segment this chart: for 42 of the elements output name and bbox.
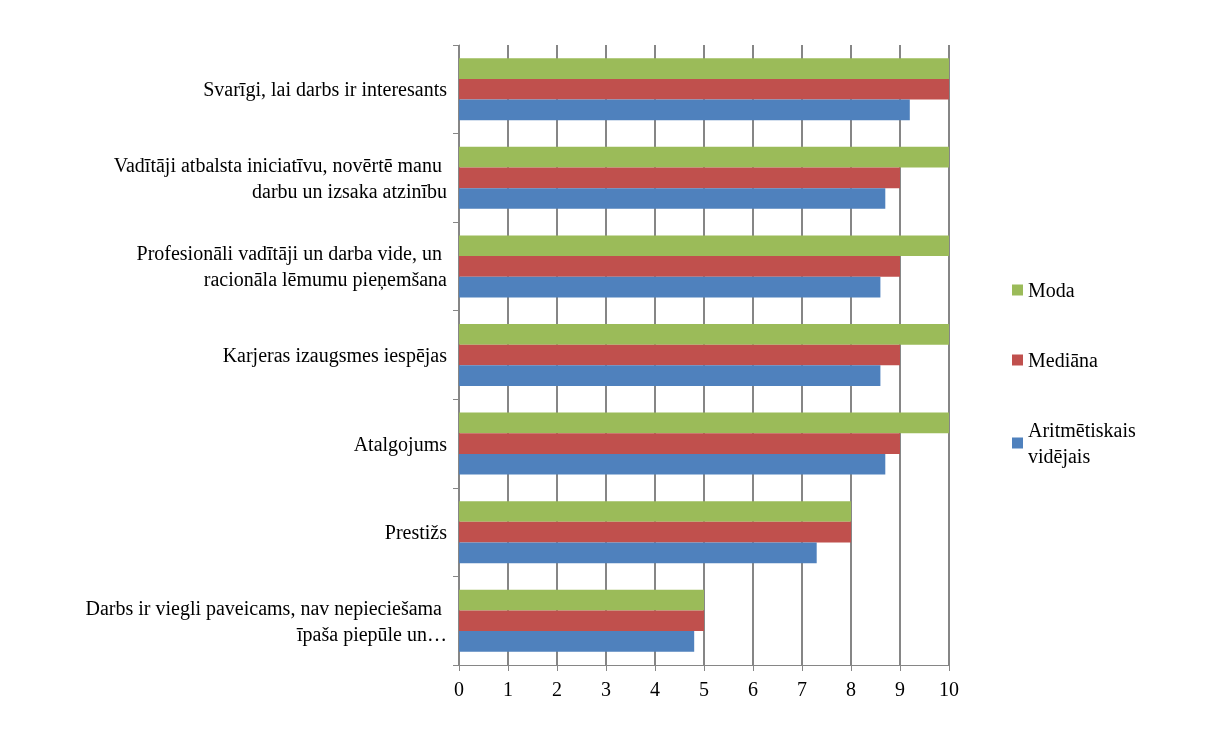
y-tick-label: Prestižs	[384, 521, 448, 544]
x-tick-label: 10	[939, 678, 959, 700]
legend-label: Mediāna	[1028, 349, 1099, 371]
bar	[459, 58, 949, 79]
x-tick-label: 5	[699, 678, 709, 700]
bar	[459, 235, 949, 257]
y-tick-label: Darbs ir viegli paveicams, nav nepieciešama īpaša piepūle un…	[85, 596, 447, 646]
x-tick-label: 8	[846, 678, 856, 700]
bar	[459, 344, 900, 366]
y-tick-label: Svarīgi, lai darbs ir interesants	[203, 78, 448, 102]
x-tick-label: 4	[650, 678, 660, 700]
bar	[459, 276, 881, 298]
bar	[459, 167, 900, 189]
bar	[459, 78, 949, 100]
x-tick-label: 6	[748, 678, 758, 700]
bar	[459, 188, 886, 209]
x-tick-label: 3	[601, 678, 611, 700]
legend-label: Aritmētiskais vidējais	[1028, 419, 1141, 468]
y-tick-label: Profesionāli vadītāji un darba vide, un racionāla lēmumu pieņemšana	[136, 242, 448, 292]
x-tick-label: 2	[552, 678, 562, 700]
x-tick-label: 0	[454, 678, 464, 700]
bar	[459, 453, 886, 475]
bar	[459, 365, 881, 386]
bar	[459, 433, 900, 454]
bar	[459, 589, 704, 611]
y-tick-label: Atalgojums	[353, 432, 448, 456]
bar	[459, 256, 900, 277]
bar	[459, 521, 851, 543]
x-tick-label: 7	[797, 678, 807, 700]
x-tick-label: 1	[503, 678, 513, 700]
bar	[459, 324, 949, 345]
bar	[459, 501, 851, 522]
bar	[459, 631, 695, 652]
bar	[459, 542, 817, 564]
x-tick-label: 9	[895, 678, 905, 700]
bar	[459, 99, 910, 121]
bar	[459, 610, 704, 632]
legend-label: Moda	[1028, 279, 1075, 301]
y-tick-label: Karjeras izaugsmes iespējas	[222, 344, 448, 367]
y-tick-label: Vadītāji atbalsta iniciatīvu, novērtē manu darbu un izsaka atzinību	[113, 153, 447, 202]
bar	[459, 412, 949, 434]
bar	[459, 146, 949, 168]
